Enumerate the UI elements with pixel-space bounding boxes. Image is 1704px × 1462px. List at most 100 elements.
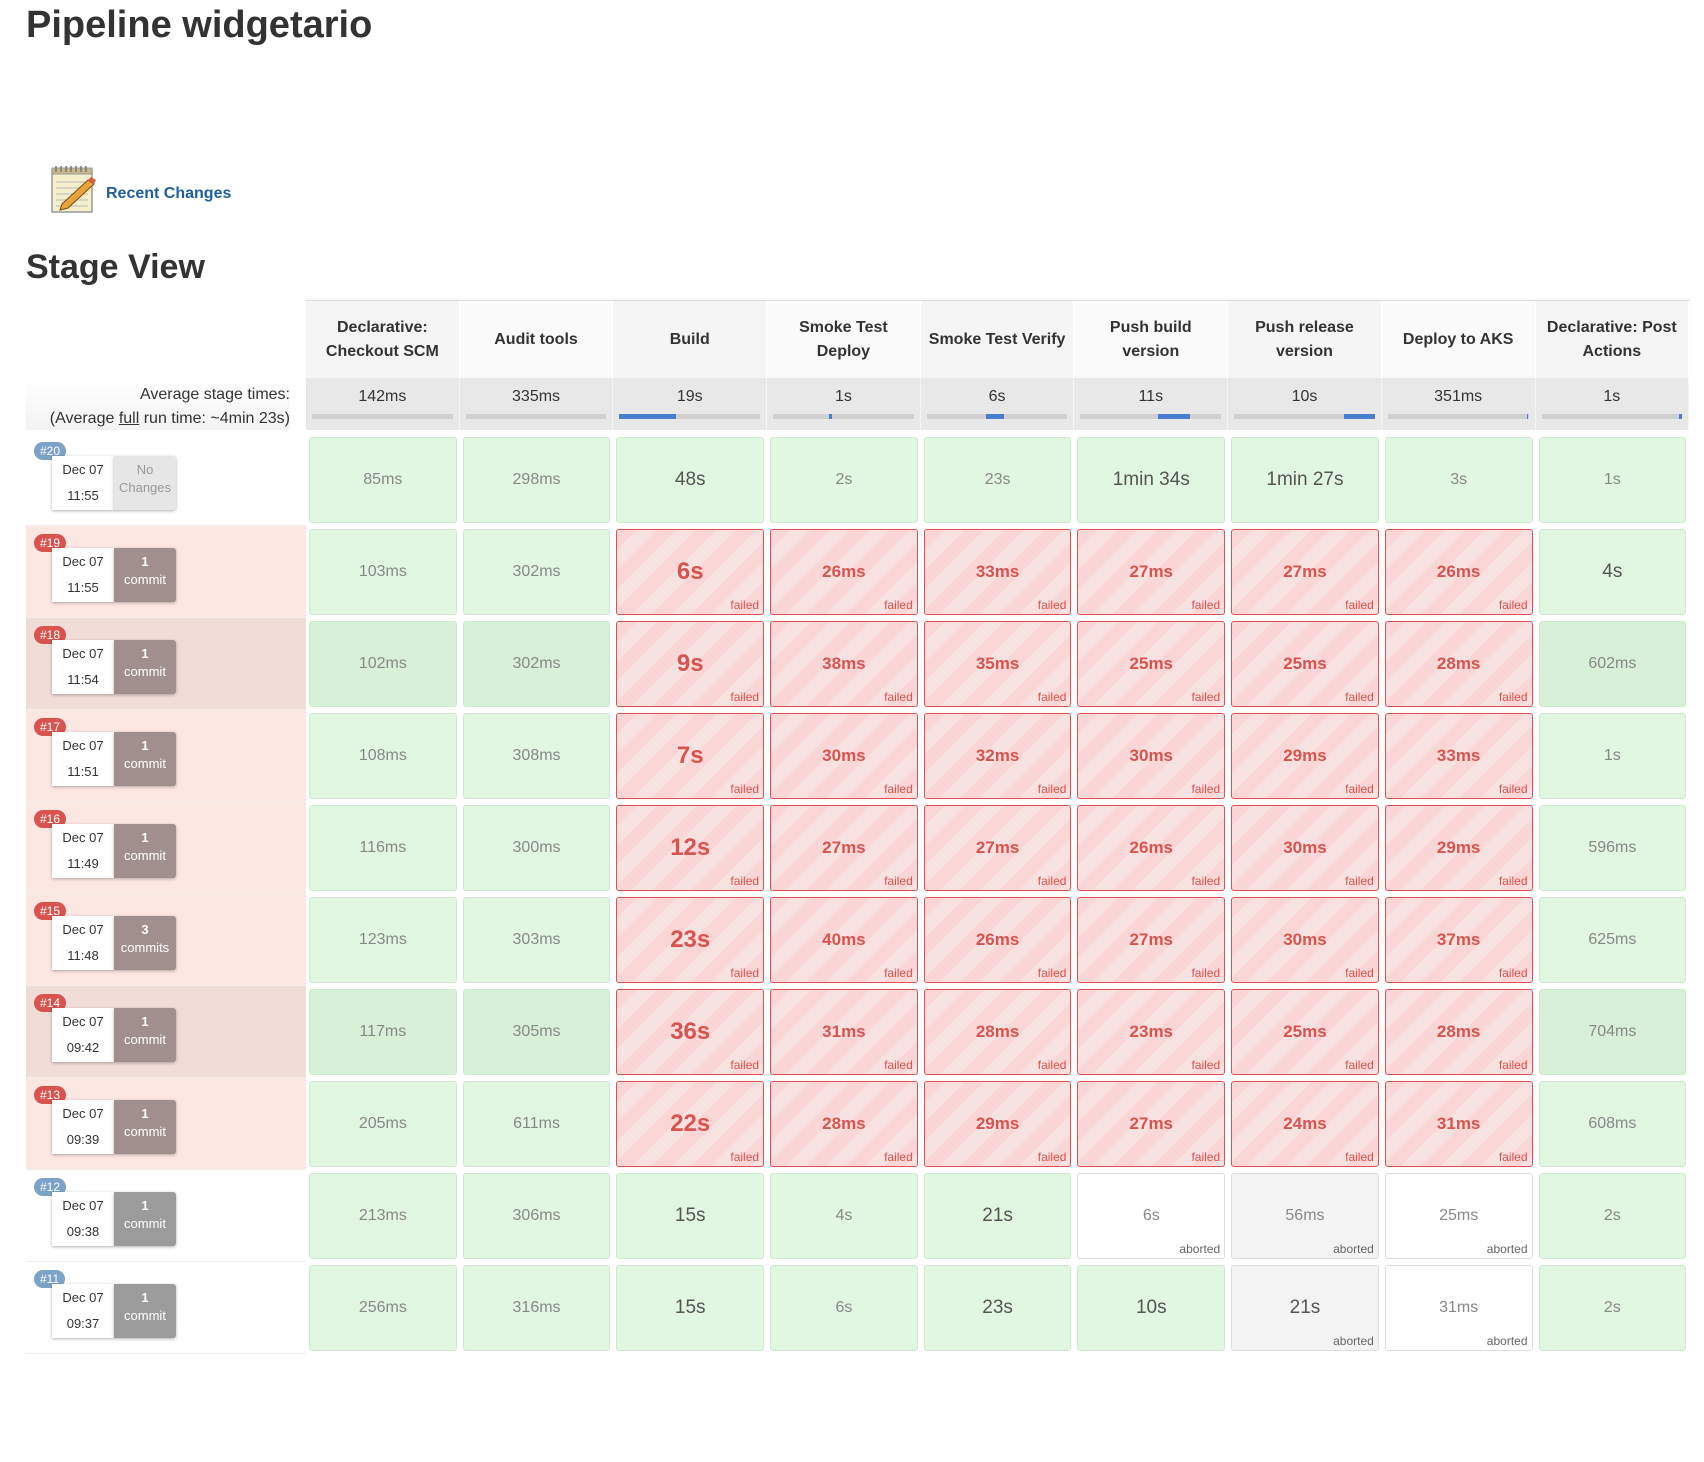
stage-cell[interactable]: 25ms aborted xyxy=(1382,1170,1536,1262)
build-changes[interactable]: 1 commit xyxy=(114,732,176,786)
stage-cell[interactable]: 32ms failed xyxy=(921,710,1075,802)
recent-changes-label[interactable]: Recent Changes xyxy=(106,185,232,202)
build-changes[interactable]: No Changes xyxy=(114,456,176,510)
stage-cell[interactable]: 123ms xyxy=(306,894,460,986)
stage-cell[interactable]: 298ms xyxy=(460,434,614,526)
stage-cell[interactable]: 23s failed xyxy=(613,894,767,986)
stage-cell[interactable]: 103ms xyxy=(306,526,460,618)
stage-cell[interactable]: 38ms failed xyxy=(767,618,921,710)
stage-cell[interactable]: 9s failed xyxy=(613,618,767,710)
build-date[interactable]: Dec 07 09:38 xyxy=(52,1192,114,1246)
build-date[interactable]: Dec 07 11:48 xyxy=(52,916,114,970)
stage-cell[interactable]: 27ms failed xyxy=(1074,526,1228,618)
stage-cell[interactable]: 28ms failed xyxy=(1382,986,1536,1078)
stage-cell[interactable]: 29ms failed xyxy=(1228,710,1382,802)
stage-cell[interactable]: 27ms failed xyxy=(1074,1078,1228,1170)
stage-cell[interactable]: 704ms xyxy=(1536,986,1690,1078)
stage-header[interactable]: Smoke Test Verify xyxy=(920,301,1075,379)
build-changes[interactable]: 1 commit xyxy=(114,640,176,694)
build-number-badge[interactable]: #14 xyxy=(34,994,67,1012)
stage-cell[interactable]: 26ms failed xyxy=(1074,802,1228,894)
stage-cell[interactable]: 21s xyxy=(921,1170,1075,1262)
stage-cell[interactable]: 27ms failed xyxy=(921,802,1075,894)
stage-cell[interactable]: 31ms failed xyxy=(1382,1078,1536,1170)
stage-cell[interactable]: 2s xyxy=(767,434,921,526)
stage-cell[interactable]: 25ms failed xyxy=(1228,986,1382,1078)
stage-cell[interactable]: 37ms failed xyxy=(1382,894,1536,986)
stage-header[interactable]: Declarative: Post Actions xyxy=(1535,301,1690,379)
build-number-badge[interactable]: #20 xyxy=(34,442,67,460)
build-date[interactable]: Dec 07 11:55 xyxy=(52,456,114,510)
stage-cell[interactable]: 611ms xyxy=(460,1078,614,1170)
stage-cell[interactable]: 116ms xyxy=(306,802,460,894)
stage-cell[interactable]: 15s xyxy=(613,1170,767,1262)
stage-cell[interactable]: 6s failed xyxy=(613,526,767,618)
stage-header[interactable]: Deploy to AKS xyxy=(1381,301,1536,379)
stage-cell[interactable]: 33ms failed xyxy=(1382,710,1536,802)
stage-cell[interactable]: 602ms xyxy=(1536,618,1690,710)
stage-cell[interactable]: 35ms failed xyxy=(921,618,1075,710)
stage-cell[interactable]: 102ms xyxy=(306,618,460,710)
stage-cell[interactable]: 2s xyxy=(1536,1262,1690,1354)
stage-cell[interactable]: 12s failed xyxy=(613,802,767,894)
build-date[interactable]: Dec 07 09:42 xyxy=(52,1008,114,1062)
build-changes[interactable]: 1 commit xyxy=(114,1008,176,1062)
stage-cell[interactable]: 6s aborted xyxy=(1074,1170,1228,1262)
stage-header[interactable]: Smoke Test Deploy xyxy=(767,301,921,379)
build-changes[interactable]: 1 commit xyxy=(114,1284,176,1338)
stage-cell[interactable]: 3s xyxy=(1382,434,1536,526)
stage-cell[interactable]: 23s xyxy=(921,1262,1075,1354)
stage-cell[interactable]: 608ms xyxy=(1536,1078,1690,1170)
stage-cell[interactable]: 302ms xyxy=(460,526,614,618)
build-number-badge[interactable]: #15 xyxy=(34,902,67,920)
stage-cell[interactable]: 2s xyxy=(1536,1170,1690,1262)
stage-cell[interactable]: 15s xyxy=(613,1262,767,1354)
stage-cell[interactable]: 26ms failed xyxy=(767,526,921,618)
stage-cell[interactable]: 26ms failed xyxy=(1382,526,1536,618)
stage-cell[interactable]: 40ms failed xyxy=(767,894,921,986)
stage-cell[interactable]: 30ms failed xyxy=(1074,710,1228,802)
build-date[interactable]: Dec 07 09:39 xyxy=(52,1100,114,1154)
stage-cell[interactable]: 85ms xyxy=(306,434,460,526)
stage-cell[interactable]: 308ms xyxy=(460,710,614,802)
stage-cell[interactable]: 1min 27s xyxy=(1228,434,1382,526)
stage-cell[interactable]: 108ms xyxy=(306,710,460,802)
stage-cell[interactable]: 21s aborted xyxy=(1228,1262,1382,1354)
stage-cell[interactable]: 1min 34s xyxy=(1074,434,1228,526)
stage-cell[interactable]: 27ms failed xyxy=(767,802,921,894)
stage-cell[interactable]: 29ms failed xyxy=(921,1078,1075,1170)
stage-cell[interactable]: 29ms failed xyxy=(1382,802,1536,894)
stage-cell[interactable]: 25ms failed xyxy=(1074,618,1228,710)
stage-header[interactable]: Push release version xyxy=(1228,301,1382,379)
build-number-badge[interactable]: #18 xyxy=(34,626,67,644)
stage-cell[interactable]: 256ms xyxy=(306,1262,460,1354)
stage-cell[interactable]: 30ms failed xyxy=(767,710,921,802)
build-date[interactable]: Dec 07 11:49 xyxy=(52,824,114,878)
stage-cell[interactable]: 1s xyxy=(1536,434,1690,526)
build-number-badge[interactable]: #17 xyxy=(34,718,67,736)
stage-cell[interactable]: 22s failed xyxy=(613,1078,767,1170)
stage-cell[interactable]: 306ms xyxy=(460,1170,614,1262)
stage-cell[interactable]: 1s xyxy=(1536,710,1690,802)
stage-cell[interactable]: 31ms failed xyxy=(767,986,921,1078)
average-full-link[interactable]: full xyxy=(118,410,140,427)
build-changes[interactable]: 1 commit xyxy=(114,548,176,602)
recent-changes-link[interactable]: Recent Changes xyxy=(48,162,231,218)
stage-cell[interactable]: 4s xyxy=(1536,526,1690,618)
stage-cell[interactable]: 30ms failed xyxy=(1228,802,1382,894)
stage-cell[interactable]: 56ms aborted xyxy=(1228,1170,1382,1262)
build-changes[interactable]: 1 commit xyxy=(114,824,176,878)
stage-cell[interactable]: 27ms failed xyxy=(1074,894,1228,986)
stage-cell[interactable]: 7s failed xyxy=(613,710,767,802)
stage-cell[interactable]: 36s failed xyxy=(613,986,767,1078)
stage-cell[interactable]: 28ms failed xyxy=(767,1078,921,1170)
build-number-badge[interactable]: #11 xyxy=(34,1270,66,1288)
build-number-badge[interactable]: #12 xyxy=(34,1178,67,1196)
stage-cell[interactable]: 31ms aborted xyxy=(1382,1262,1536,1354)
stage-cell[interactable]: 10s xyxy=(1074,1262,1228,1354)
stage-cell[interactable]: 23s xyxy=(921,434,1075,526)
stage-cell[interactable]: 26ms failed xyxy=(921,894,1075,986)
build-date[interactable]: Dec 07 09:37 xyxy=(52,1284,114,1338)
stage-header[interactable]: Declarative: Checkout SCM xyxy=(306,301,460,379)
stage-cell[interactable]: 27ms failed xyxy=(1228,526,1382,618)
